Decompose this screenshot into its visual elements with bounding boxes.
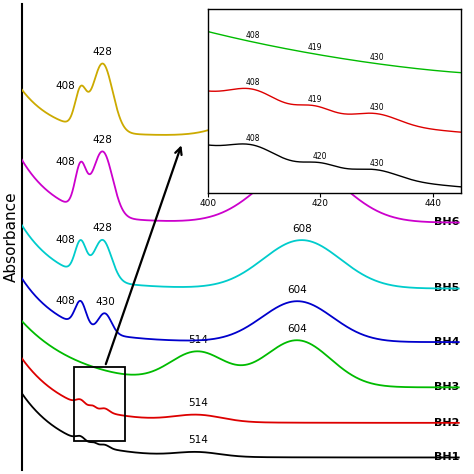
Text: 514: 514 — [188, 435, 208, 446]
Text: 428: 428 — [93, 223, 113, 233]
Text: 604: 604 — [287, 324, 307, 334]
Text: 428: 428 — [93, 47, 113, 57]
Text: BH6: BH6 — [435, 217, 460, 227]
Text: 428: 428 — [93, 135, 113, 145]
Text: BH7: BH7 — [435, 130, 460, 140]
Text: BH3: BH3 — [435, 383, 460, 392]
Text: 408: 408 — [55, 157, 75, 167]
Y-axis label: Absorbance: Absorbance — [4, 191, 19, 283]
Text: 408: 408 — [55, 235, 75, 245]
Text: 408: 408 — [55, 81, 75, 91]
Text: 514: 514 — [188, 335, 208, 345]
Text: BH4: BH4 — [435, 337, 460, 347]
Bar — [74, 367, 125, 441]
Text: BH5: BH5 — [435, 283, 460, 293]
Text: 514: 514 — [188, 398, 208, 408]
Text: 430: 430 — [95, 297, 115, 307]
Text: 408: 408 — [55, 296, 75, 306]
Text: BH2: BH2 — [435, 418, 460, 428]
Text: 608: 608 — [292, 148, 311, 158]
Text: 608: 608 — [292, 224, 311, 234]
Text: 609: 609 — [293, 48, 313, 58]
Text: 604: 604 — [287, 284, 307, 295]
Text: BH1: BH1 — [435, 453, 460, 463]
